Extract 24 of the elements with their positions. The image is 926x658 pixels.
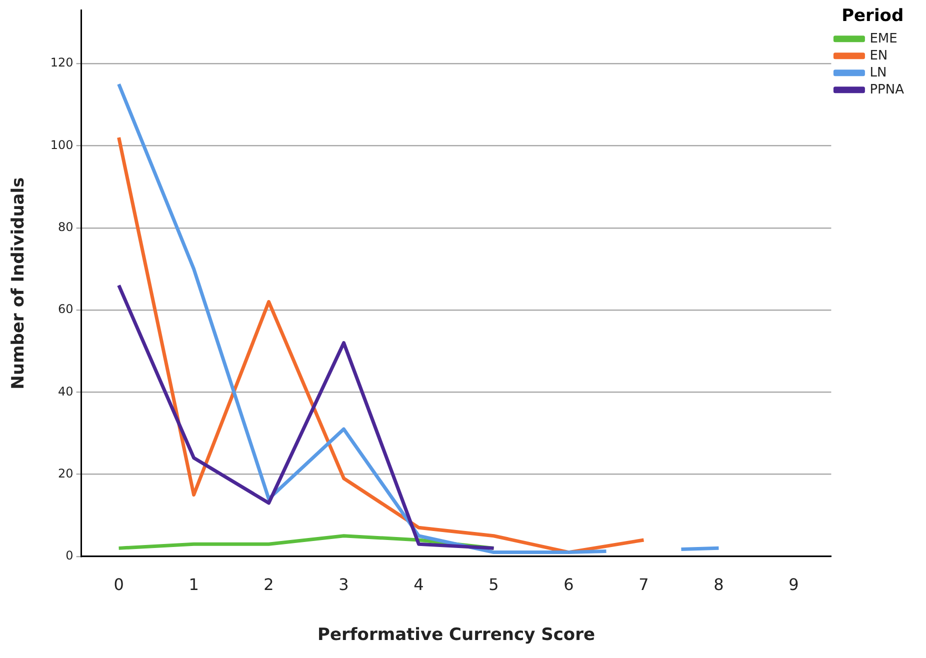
- x-tick-label: 4: [414, 575, 424, 594]
- x-tick-label: 9: [788, 575, 799, 594]
- y-axis-title: Number of Individuals: [8, 177, 29, 390]
- x-axis-title: Performative Currency Score: [318, 625, 595, 646]
- y-tick-label: 100: [50, 138, 74, 152]
- y-tick-label: 120: [50, 56, 74, 70]
- y-tick-label: 0: [66, 548, 74, 563]
- y-tick-label: 60: [58, 302, 74, 316]
- legend-label: EME: [870, 31, 898, 46]
- y-tick-label: 40: [58, 384, 74, 398]
- x-tick-label: 0: [114, 575, 124, 594]
- legend-label: EN: [870, 48, 888, 64]
- x-tick-label: 2: [264, 575, 274, 594]
- x-tick-label: 6: [564, 575, 574, 594]
- legend-title: Period: [842, 6, 904, 26]
- y-tick-label: 20: [58, 466, 74, 480]
- y-tick-label: 80: [58, 220, 74, 234]
- x-tick-label: 1: [188, 575, 199, 594]
- x-tick-label: 8: [714, 575, 724, 594]
- legend-label: PPNA: [870, 82, 904, 98]
- x-tick-label: 7: [638, 575, 649, 594]
- x-tick-label: 3: [338, 575, 349, 594]
- x-tick-label: 5: [488, 575, 499, 594]
- legend-label: LN: [870, 65, 887, 80]
